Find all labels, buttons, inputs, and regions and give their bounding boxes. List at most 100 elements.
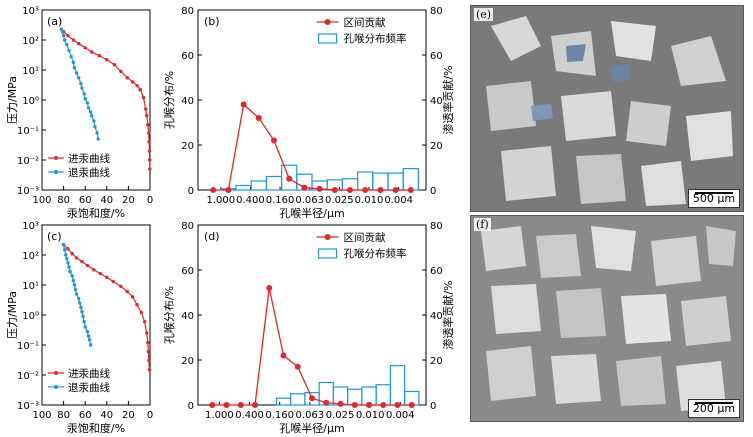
data-point-a-1 [88,110,93,114]
data-point-c-1 [64,253,68,257]
y-tick-label-b: 60 [181,51,194,62]
y-axis-label-a: 压力/MPa [6,76,19,124]
y-tick-label-d: 0 [188,401,194,412]
data-point-a-0 [147,140,151,144]
panel-label-c: (c) [47,230,62,243]
bar-b [402,168,420,191]
x-tick-label-b: 0.063 [295,195,324,206]
data-point-c-1 [82,319,86,324]
data-point-c-0 [80,259,84,264]
y-tick-label-c: 10⁻¹ [17,341,39,352]
y-tick-label-a: 10⁰ [22,96,39,107]
legend-swatch-bar-d [317,248,338,259]
data-point-a-1 [96,137,100,141]
y2-tick-label-b: 20 [430,141,443,152]
data-point-a-1 [60,29,65,34]
data-point-a-0 [112,63,117,67]
data-point-c-1 [81,314,85,319]
y2-tick-label-d: 40 [430,311,443,322]
micrograph-f-label: (f) [474,218,491,231]
series-line-c-0 [63,244,151,370]
data-point-c-0 [142,319,147,324]
legend-marker-b [324,19,331,25]
data-point-c-1 [79,305,83,310]
data-point-c-0 [147,358,151,363]
data-point-c-1 [88,343,93,347]
legend-label-d: 区间贡献 [344,231,386,244]
y-tick-label-a: 10⁻³ [17,186,39,197]
data-point-a-1 [86,106,91,110]
data-point-c-1 [65,257,69,261]
data-point-a-0 [83,46,87,50]
micrograph-e: (e) 500 μm [470,5,744,212]
x-tick-label-b: 0.160 [266,195,295,206]
y-tick-label-c: 10⁰ [22,311,39,322]
bar-b [265,175,283,191]
micrograph-f-scale-label: 200 μm [692,402,736,415]
data-point-a-1 [93,124,97,129]
data-point-a-1 [89,113,94,118]
y-tick-label-a: 10² [22,36,39,47]
x-tick-label-c: 100 [32,410,51,421]
data-point-c-0 [145,331,149,335]
contribution-point-b [240,101,247,108]
y-axis-label-b: 孔喉分布/% [163,71,176,129]
x-tick-label-a: 0 [147,195,153,206]
y2-tick-label-b: 0 [430,186,436,197]
contribution-point-b [316,185,323,192]
data-point-a-1 [62,38,67,42]
contribution-point-d [280,352,287,359]
data-point-a-1 [85,101,90,105]
y-axis-label-c: 压力/MPa [6,291,19,339]
legend-marker-c [54,371,58,375]
y2-tick-label-b: 60 [430,51,443,62]
y-tick-label-a: 10⁻¹ [17,126,39,137]
data-point-c-0 [135,303,139,307]
data-point-c-0 [119,284,123,289]
data-point-a-0 [71,38,76,42]
bar-d [290,393,306,406]
data-point-a-1 [79,81,83,86]
bar-d [375,384,391,406]
x-tick-label-b: 1.000 [206,195,235,206]
y-tick-label-b: 80 [181,6,194,17]
y2-tick-label-d: 80 [430,221,443,232]
data-point-c-1 [80,309,84,314]
y-tick-label-b: 0 [188,186,194,197]
data-point-c-1 [85,329,90,334]
x-tick-label-c: 80 [57,410,70,421]
legend-marker-a [54,170,58,174]
contribution-point-b [331,187,338,193]
x-axis-label-c: 汞饱和度/% [67,421,125,435]
contribution-point-b [347,187,353,193]
data-point-c-0 [74,256,79,260]
y-tick-label-b: 40 [181,96,194,107]
data-point-c-0 [111,279,115,284]
data-point-a-1 [67,48,71,53]
bar-d [389,365,406,406]
micrograph-e-texture [471,6,743,211]
data-point-a-1 [92,119,96,123]
legend-marker-a [54,156,58,160]
x-tick-label-d: 1.000 [205,410,234,421]
y-tick-label-c: 10² [22,251,39,262]
x-tick-label-a: 60 [79,195,92,206]
contribution-point-d [408,402,415,408]
legend-label-b: 孔喉分布频率 [344,32,407,45]
legend-label-c: 退汞曲线 [68,381,110,394]
contribution-point-b [301,184,308,191]
contribution-point-d [209,402,216,408]
y-tick-label-a: 10³ [22,6,39,17]
y-axis-label-d: 孔喉分布/% [163,286,176,344]
y-tick-label-d: 20 [181,356,194,367]
y-tick-label-c: 10⁻³ [17,401,39,412]
contribution-point-d [294,363,301,370]
bar-d [275,397,292,406]
data-point-a-1 [72,65,77,70]
data-point-c-1 [67,265,71,269]
y2-tick-label-b: 80 [430,6,443,17]
y2-tick-label-d: 60 [430,266,443,277]
data-point-c-1 [66,261,70,265]
data-point-c-1 [70,274,74,278]
data-point-a-0 [125,76,130,80]
